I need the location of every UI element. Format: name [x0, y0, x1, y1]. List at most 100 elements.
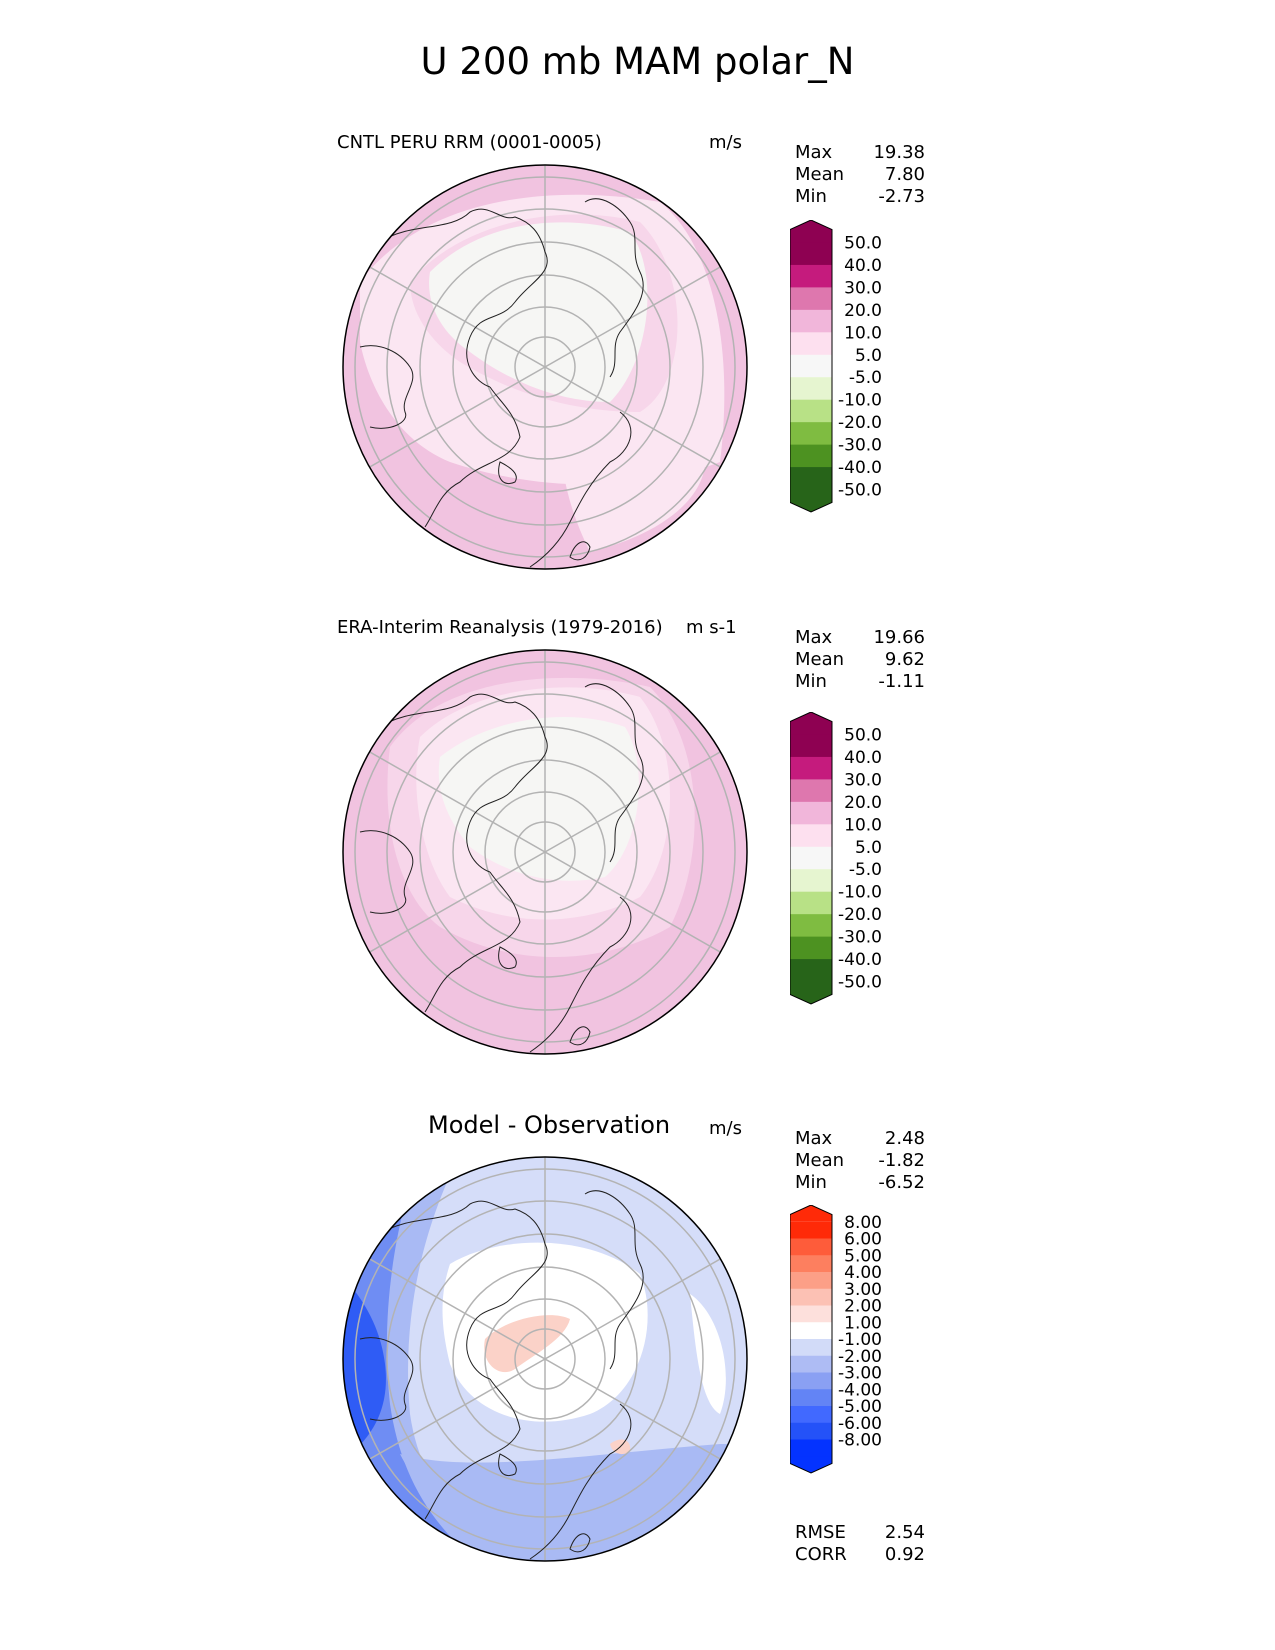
panel-title: Model - Observation	[428, 1111, 671, 1139]
colorbar-band	[790, 332, 832, 356]
max-value: 19.66	[873, 627, 925, 648]
colorbar-tick-label: -5.0	[849, 860, 882, 880]
polar-map	[342, 1156, 748, 1562]
min-value: -1.11	[878, 671, 925, 692]
colorbar-tick-label: 50.0	[844, 233, 882, 253]
colorbar-tick-label: -10.0	[838, 883, 882, 903]
mean-label: Mean	[795, 1150, 845, 1171]
polar-map	[342, 164, 748, 570]
colorbar-tick-label: 50.0	[844, 725, 882, 745]
max-label: Max	[795, 627, 833, 648]
colorbar-band	[790, 1238, 832, 1256]
colorbar-tick-label: 30.0	[844, 770, 882, 790]
coastlines	[359, 683, 644, 1053]
colorbar-band	[790, 1355, 832, 1373]
colorbar-band	[790, 734, 832, 758]
colorbar-band	[790, 1372, 832, 1390]
map-boundary	[342, 1156, 748, 1562]
colorbar-band	[790, 377, 832, 401]
max-label: Max	[795, 142, 833, 163]
colorbar-tick-label: 40.0	[844, 748, 882, 768]
colorbar-band	[790, 1339, 832, 1357]
colorbar-swatches	[790, 220, 833, 513]
min-label: Min	[795, 671, 827, 692]
colorbar-tick-label: 4.00	[844, 1263, 882, 1283]
colorbar-band	[790, 1389, 832, 1407]
colorbar-tick-label: -40.0	[838, 458, 882, 478]
colorbar-tick-label: 5.00	[844, 1246, 882, 1266]
colorbar-extend-min	[790, 1456, 832, 1473]
min-label: Min	[795, 186, 827, 207]
units-label: m s-1	[686, 617, 737, 638]
colorbar-band	[790, 242, 832, 266]
colorbar-band	[790, 1422, 832, 1440]
graticule	[343, 165, 747, 569]
colorbar-band	[790, 959, 832, 983]
graticule	[343, 1157, 747, 1561]
colorbar-band	[790, 779, 832, 803]
colorbar-band	[790, 1439, 832, 1457]
corr-label: CORR	[795, 1544, 847, 1565]
colorbar-extend-max	[790, 220, 832, 243]
colorbar-band	[790, 756, 832, 780]
stats-box: Max 19.38 Mean 7.80 Min -2.73	[795, 142, 925, 208]
colorbar-tick-label: -3.00	[838, 1364, 882, 1384]
colorbar-band	[790, 444, 832, 468]
max-label: Max	[795, 1128, 833, 1149]
colorbar-band	[790, 1272, 832, 1290]
rmse-value: 2.54	[884, 1522, 925, 1543]
colorbar-band	[790, 1288, 832, 1306]
colorbar-band	[790, 1305, 832, 1323]
colorbar-ticks: 50.0 40.030.0 20.010.0 5.0-5.0 -10.0-20.0 -30…	[838, 725, 882, 992]
colorbar-tick-label: -5.00	[838, 1397, 882, 1417]
colorbar-band	[790, 801, 832, 825]
colorbar-extend-min	[790, 489, 832, 512]
colorbar-outline	[790, 1205, 833, 1474]
colorbar-tick-label: 20.0	[844, 793, 882, 813]
max-value: 2.48	[884, 1128, 925, 1149]
colorbar-outline	[790, 220, 833, 513]
colorbar-tick-label: -1.00	[838, 1330, 882, 1350]
coastlines	[359, 198, 644, 568]
stats-box: Max 2.48 Mean -1.82 Min -6.52	[795, 1128, 925, 1194]
polar-map	[342, 649, 748, 1055]
colorbar-extend-min	[790, 981, 832, 1004]
mean-value: -1.82	[878, 1150, 925, 1171]
colorbar-band	[790, 891, 832, 915]
colorbar-band	[790, 846, 832, 870]
colorbar-tick-label: 1.00	[844, 1313, 882, 1333]
figure-title: U 200 mb MAM polar_N	[420, 40, 855, 83]
colorbar-tick-label: 5.0	[855, 838, 882, 858]
colorbar-tick-label: -50.0	[838, 973, 882, 993]
colorbar-tick-label: -50.0	[838, 481, 882, 501]
corr-value: 0.92	[884, 1544, 925, 1565]
colorbar-tick-label: 30.0	[844, 278, 882, 298]
mean-value: 9.62	[884, 649, 925, 670]
colorbar-band	[790, 914, 832, 938]
colorbar-tick-label: -2.00	[838, 1347, 882, 1367]
colorbar-tick-label: -30.0	[838, 928, 882, 948]
colorbar-band	[790, 422, 832, 446]
colorbar-tick-label: 5.0	[855, 346, 882, 366]
coastlines	[359, 1190, 644, 1560]
colorbar-swatches	[790, 1205, 833, 1474]
min-value: -2.73	[878, 186, 925, 207]
colorbar-band	[790, 824, 832, 848]
colorbar: 50.0 40.030.0 20.010.0 5.0-5.0 -10.0-20.0 -30…	[790, 220, 882, 513]
colorbar-band	[790, 1322, 832, 1340]
colorbar-band	[790, 936, 832, 960]
colorbar-tick-label: -30.0	[838, 436, 882, 456]
colorbar-tick-label: -20.0	[838, 413, 882, 433]
metrics-box: RMSE 2.54 CORR 0.92	[795, 1522, 925, 1566]
mean-value: 7.80	[884, 164, 925, 185]
colorbar-tick-label: 8.00	[844, 1213, 882, 1233]
colorbar-tick-label: 20.0	[844, 301, 882, 321]
colorbar-tick-label: -6.00	[838, 1414, 882, 1434]
colorbar-outline	[790, 712, 833, 1005]
colorbar-band	[790, 869, 832, 893]
panel-title: CNTL PERU RRM (0001-0005)	[337, 132, 602, 153]
colorbar: 8.006.005.004.003.002.001.00-1.00-2.00-3…	[790, 1205, 882, 1474]
colorbar-band	[790, 399, 832, 423]
colorbar-band	[790, 287, 832, 311]
colorbar-band	[790, 1221, 832, 1239]
